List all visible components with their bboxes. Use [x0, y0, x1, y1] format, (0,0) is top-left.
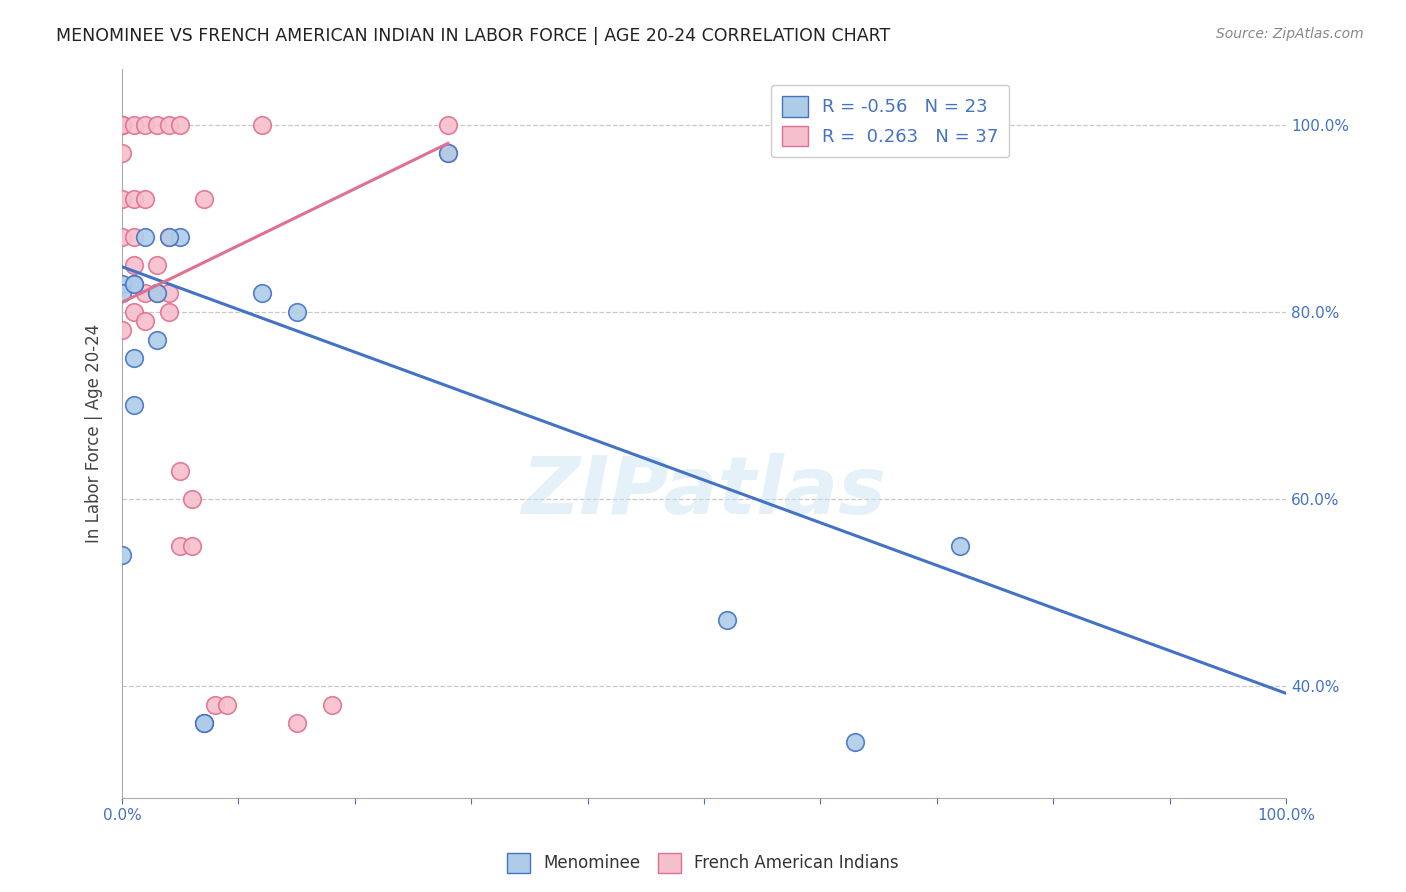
Point — [111, 118, 134, 132]
Point — [169, 539, 191, 553]
Legend: Menominee, French American Indians: Menominee, French American Indians — [501, 847, 905, 880]
Point — [146, 333, 169, 347]
Point — [111, 277, 134, 291]
Point — [157, 230, 180, 244]
Point — [122, 258, 145, 272]
Point — [1077, 829, 1099, 843]
Point — [111, 230, 134, 244]
Point — [146, 118, 169, 132]
Point — [180, 539, 202, 553]
Point — [321, 698, 343, 712]
Point — [157, 304, 180, 318]
Y-axis label: In Labor Force | Age 20-24: In Labor Force | Age 20-24 — [86, 324, 103, 543]
Point — [437, 118, 460, 132]
Point — [844, 735, 866, 749]
Legend: R = -0.56   N = 23, R =  0.263   N = 37: R = -0.56 N = 23, R = 0.263 N = 37 — [772, 85, 1010, 157]
Point — [193, 716, 215, 731]
Point — [193, 716, 215, 731]
Point — [157, 285, 180, 300]
Point — [111, 323, 134, 337]
Point — [146, 285, 169, 300]
Point — [437, 145, 460, 160]
Point — [111, 548, 134, 562]
Point — [949, 539, 972, 553]
Point — [437, 145, 460, 160]
Point — [716, 613, 738, 627]
Point — [180, 491, 202, 506]
Point — [146, 258, 169, 272]
Point — [134, 230, 156, 244]
Point — [285, 716, 308, 731]
Text: ZIPatlas: ZIPatlas — [522, 452, 887, 531]
Point — [1123, 866, 1146, 880]
Point — [122, 351, 145, 366]
Point — [250, 118, 273, 132]
Point — [204, 698, 226, 712]
Point — [111, 118, 134, 132]
Point — [111, 118, 134, 132]
Point — [250, 285, 273, 300]
Point — [122, 118, 145, 132]
Point — [111, 118, 134, 132]
Point — [111, 285, 134, 300]
Point — [134, 118, 156, 132]
Text: MENOMINEE VS FRENCH AMERICAN INDIAN IN LABOR FORCE | AGE 20-24 CORRELATION CHART: MENOMINEE VS FRENCH AMERICAN INDIAN IN L… — [56, 27, 890, 45]
Point — [169, 118, 191, 132]
Point — [285, 304, 308, 318]
Point — [134, 285, 156, 300]
Point — [1019, 885, 1042, 892]
Point — [122, 277, 145, 291]
Point — [134, 314, 156, 328]
Point — [122, 277, 145, 291]
Text: Source: ZipAtlas.com: Source: ZipAtlas.com — [1216, 27, 1364, 41]
Point — [122, 193, 145, 207]
Point — [146, 285, 169, 300]
Point — [193, 193, 215, 207]
Point — [111, 193, 134, 207]
Point — [215, 698, 238, 712]
Point — [169, 464, 191, 478]
Point — [122, 304, 145, 318]
Point — [122, 398, 145, 412]
Point — [111, 145, 134, 160]
Point — [134, 193, 156, 207]
Point — [157, 230, 180, 244]
Point — [169, 230, 191, 244]
Point — [157, 118, 180, 132]
Point — [122, 230, 145, 244]
